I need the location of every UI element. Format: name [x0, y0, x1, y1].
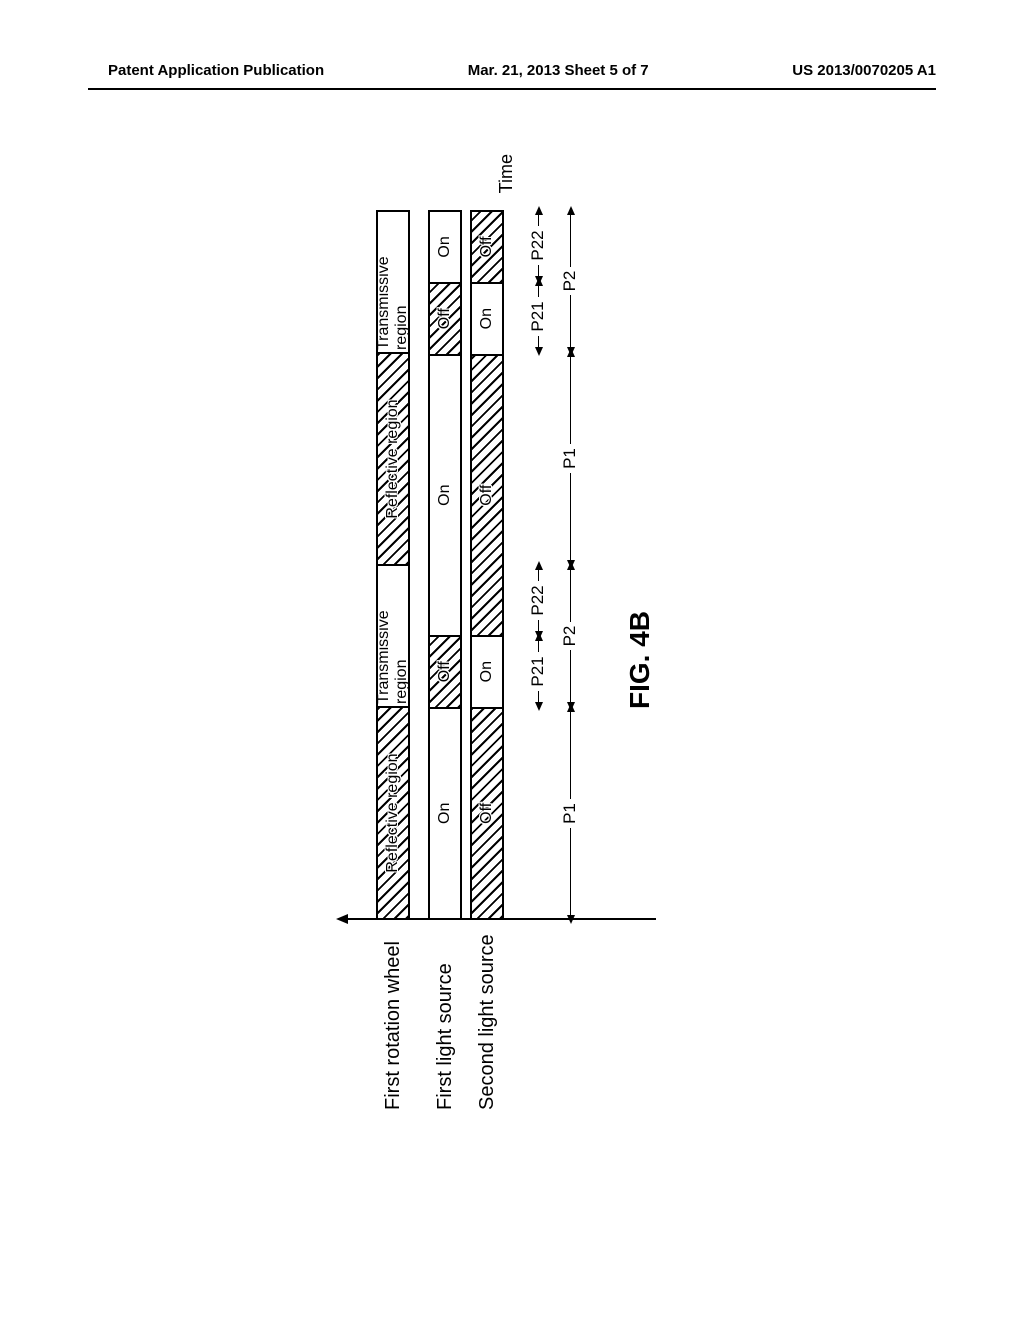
row-wheel: First rotation wheel Reflective region Tr… [376, 210, 410, 1110]
segment-label: Off [478, 483, 496, 508]
dimension-label: P1 [560, 799, 580, 828]
dimension-label: P2 [560, 267, 580, 296]
dimension-span [524, 707, 552, 920]
dimension-label: P1 [560, 444, 580, 473]
dimension-span: P2 [556, 210, 584, 352]
timing-diagram: First rotation wheel Reflective region Tr… [376, 210, 656, 1110]
dim-track-upper: P21 P22 P21 P22 [524, 210, 552, 920]
row-label-second-light: Second light source [476, 920, 499, 1110]
figure-label: FIG. 4B [624, 210, 656, 1110]
row-first-light: First light source On Off On Off On [428, 210, 462, 1110]
header-right: US 2013/0070205 A1 [792, 62, 936, 79]
timeline-segment: Off [470, 707, 504, 920]
dimension-span: P1 [556, 707, 584, 920]
timeline-segment: Transmissive region [376, 210, 410, 352]
dimension-label: P22 [528, 581, 548, 619]
dimension-label: P21 [528, 652, 548, 690]
timeline-segment: On [428, 707, 462, 920]
time-label: Time [496, 154, 517, 193]
page-header: Patent Application Publication Mar. 21, … [0, 62, 1024, 79]
timeline-wheel: Reflective region Transmissive region Refl… [376, 210, 410, 920]
dimension-span: P21 [524, 636, 552, 707]
timeline-segment: Off [470, 354, 504, 635]
timeline-second-light: Off On Off On Off [470, 210, 504, 920]
timeline-segment: On [470, 282, 504, 354]
dimension-span: P21 [524, 281, 552, 352]
timeline-segment: Transmissive region [376, 564, 410, 706]
timeline-first-light: On Off On Off On [428, 210, 462, 920]
timeline-segment: Reflective region [376, 706, 410, 920]
dimension-label: P2 [560, 622, 580, 651]
segment-label: On [436, 483, 454, 508]
segment-label: Reflective region [384, 397, 402, 520]
segment-label: On [478, 306, 496, 331]
timeline-segment: On [428, 354, 462, 635]
dim-row-upper: P21 P22 P21 P22 [524, 210, 552, 1110]
timeline-segment: Reflective region [376, 352, 410, 564]
timeline-segment: On [470, 635, 504, 707]
timeline-segment: Off [428, 282, 462, 354]
segment-label: Transmissive region [376, 212, 410, 352]
dimension-span: P22 [524, 210, 552, 281]
segment-label: Off [478, 234, 496, 259]
diagram-rotated-wrap: First rotation wheel Reflective region Tr… [368, 210, 656, 1110]
segment-label: Reflective region [384, 751, 402, 874]
dim-track-lower: P1 P2 P1 P2 [556, 210, 584, 920]
dim-row-lower: P1 P2 P1 P2 [556, 210, 584, 1110]
header-rule [88, 88, 936, 90]
timeline-segment: Off [428, 635, 462, 707]
segment-label: Off [436, 659, 454, 684]
row-label-wheel: First rotation wheel [382, 920, 405, 1110]
header-center: Mar. 21, 2013 Sheet 5 of 7 [468, 62, 649, 79]
row-label-first-light: First light source [434, 920, 457, 1110]
dimension-span: P2 [556, 565, 584, 707]
dimension-span: P1 [556, 352, 584, 565]
segment-label: Off [436, 306, 454, 331]
dimension-label: P22 [528, 226, 548, 264]
timeline-segment: Off [470, 210, 504, 282]
dimension-label: P21 [528, 297, 548, 335]
dimension-span: P22 [524, 565, 552, 636]
timeline-segment: On [428, 210, 462, 282]
row-second-light: Second light source Off On Off On Off [470, 210, 504, 1110]
segment-label: On [436, 234, 454, 259]
segment-label: Transmissive region [376, 566, 410, 706]
segment-label: On [436, 801, 454, 826]
segment-label: Off [478, 801, 496, 826]
segment-label: On [478, 659, 496, 684]
header-left: Patent Application Publication [108, 62, 324, 79]
dimension-span [524, 352, 552, 565]
